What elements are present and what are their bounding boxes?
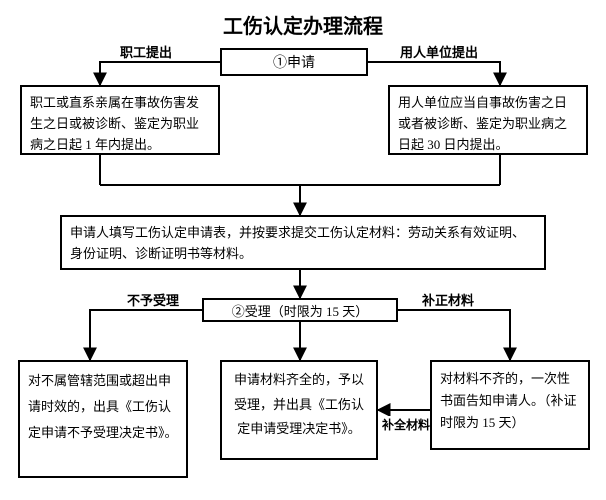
node-employee-condition: 职工或直系亲属在事故伤害发生之日或被诊断、鉴定为职业病之日起 1 年内提出。 xyxy=(20,85,220,155)
flowchart-canvas: 工伤认定办理流程 ①申请 职工提出 用人单位提出 职工 xyxy=(0,0,606,500)
chart-title: 工伤认定办理流程 xyxy=(0,10,606,39)
node-outcome-reject: 对不属管辖范围或超出申请时效的，出具《工伤认定申请不予受理决定书》。 xyxy=(18,360,188,478)
label-not-accepted: 不予受理 xyxy=(125,290,181,309)
label-complete-materials: 补全材料 xyxy=(380,416,432,433)
node-outcome-accept: 申请材料齐全的，予以受理，并出具《工伤认定申请受理决定书》。 xyxy=(220,360,378,460)
node-apply: ①申请 xyxy=(220,48,368,76)
node-outcome-supplement: 对材料不齐的，一次性书面告知申请人。（补证时限为 15 天） xyxy=(430,360,590,450)
node-materials: 申请人填写工伤认定申请表，并按要求提交工伤认定材料：劳动关系有效证明、身份证明、… xyxy=(60,215,546,270)
label-employee-submit: 职工提出 xyxy=(118,42,174,61)
node-accept: ②受理（时限为 15 天） xyxy=(202,298,398,322)
node-employer-condition: 用人单位应当自事故伤害之日或者被诊断、鉴定为职业病之日起 30 日内提出。 xyxy=(388,85,588,155)
label-supplement: 补正材料 xyxy=(420,290,476,309)
label-employer-submit: 用人单位提出 xyxy=(398,42,480,61)
